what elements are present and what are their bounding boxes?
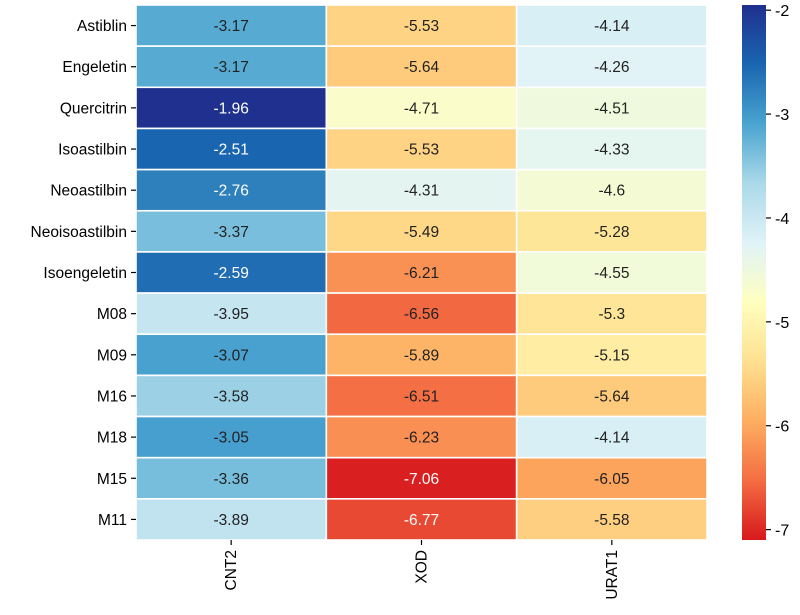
cell-value-label: -5.15 bbox=[594, 347, 629, 364]
cell-value-label: -4.55 bbox=[594, 265, 629, 282]
heatmap-cell bbox=[135, 251, 328, 294]
colorbar-ticks: -2 -3 -4 -5 -6 -7 bbox=[766, 3, 789, 540]
row-label: Neoastilbin bbox=[50, 183, 127, 200]
colorbar: -2 -3 -4 -5 -6 -7 bbox=[742, 3, 789, 540]
cell-value-label: -3.89 bbox=[213, 512, 248, 529]
row-label: M09 bbox=[97, 347, 127, 364]
cell-value-label: -4.14 bbox=[594, 18, 630, 35]
row-labels: Astiblin Engeletin Quercitrin Isoastilbin Ne… bbox=[31, 18, 136, 529]
cell-value-label: -7.06 bbox=[404, 471, 439, 488]
row-label: M18 bbox=[97, 430, 127, 447]
heatmap-cells: -3.17 -5.53 -4.14 -3.17 -5.64 -4.26 -1.96 -4.71… bbox=[135, 4, 708, 541]
row-label: Neoisoastilbin bbox=[31, 224, 128, 241]
cell-value-label: -2.51 bbox=[213, 142, 248, 159]
heatmap-cell bbox=[515, 251, 708, 294]
heatmap-cell bbox=[135, 292, 328, 336]
heatmap-cell bbox=[515, 292, 708, 336]
colorbar-tick-label: -5 bbox=[775, 315, 789, 332]
row-label: M16 bbox=[97, 388, 127, 405]
cell-value-label: -3.07 bbox=[213, 347, 248, 364]
cell-value-label: -5.89 bbox=[404, 347, 439, 364]
row-label: Engeletin bbox=[62, 59, 127, 76]
cell-value-label: -3.95 bbox=[213, 306, 248, 323]
heatmap-cell bbox=[325, 4, 518, 47]
cell-value-label: -3.17 bbox=[213, 59, 248, 76]
heatmap-cell bbox=[325, 209, 518, 253]
heatmap-cell bbox=[135, 4, 328, 47]
column-label: XOD bbox=[414, 550, 431, 584]
heatmap-cell bbox=[515, 498, 708, 541]
column-label: CNT2 bbox=[223, 550, 240, 590]
heatmap-cell bbox=[515, 209, 708, 253]
cell-value-label: -5.49 bbox=[404, 224, 439, 241]
heatmap-cell bbox=[515, 127, 708, 171]
colorbar-tick-label: -7 bbox=[775, 523, 789, 540]
cell-value-label: -2.76 bbox=[213, 183, 248, 200]
cell-value-label: -5.53 bbox=[404, 142, 439, 159]
colorbar-tick-label: -2 bbox=[775, 3, 789, 20]
cell-value-label: -5.58 bbox=[594, 512, 629, 529]
row-label: Quercitrin bbox=[60, 100, 127, 117]
colorbar-tick-label: -3 bbox=[775, 107, 789, 124]
colorbar-gradient bbox=[742, 5, 766, 540]
row-label: M11 bbox=[98, 512, 127, 529]
cell-value-label: -4.6 bbox=[598, 183, 625, 200]
heatmap-cell bbox=[135, 374, 328, 418]
row-label: Isoengeletin bbox=[43, 265, 127, 282]
column-labels: CNT2 XOD URAT1 bbox=[223, 540, 621, 600]
heatmap-cell bbox=[325, 86, 518, 130]
cell-value-label: -3.37 bbox=[213, 224, 248, 241]
colorbar-tick-label: -6 bbox=[775, 419, 789, 436]
row-label: Astiblin bbox=[77, 18, 127, 35]
cell-value-label: -6.05 bbox=[594, 471, 629, 488]
cell-value-label: -4.33 bbox=[594, 142, 629, 159]
row-label: M15 bbox=[97, 471, 127, 488]
heatmap-cell bbox=[515, 45, 708, 89]
cell-value-label: -5.28 bbox=[594, 224, 629, 241]
heatmap-cell bbox=[515, 456, 708, 500]
row-label: Isoastilbin bbox=[58, 142, 127, 159]
cell-value-label: -3.58 bbox=[213, 388, 248, 405]
heatmap-cell bbox=[135, 127, 328, 171]
heatmap-cell bbox=[325, 374, 518, 418]
cell-value-label: -6.51 bbox=[404, 388, 439, 405]
heatmap-cell bbox=[325, 168, 518, 212]
cell-value-label: -5.64 bbox=[594, 388, 630, 405]
cell-value-label: -4.14 bbox=[594, 430, 630, 447]
cell-value-label: -6.23 bbox=[404, 430, 439, 447]
cell-value-label: -4.51 bbox=[594, 100, 629, 117]
cell-value-label: -4.26 bbox=[594, 59, 629, 76]
cell-value-label: -3.05 bbox=[213, 430, 248, 447]
heatmap-cell bbox=[325, 251, 518, 294]
cell-value-label: -6.56 bbox=[404, 306, 439, 323]
cell-value-label: -2.59 bbox=[213, 265, 248, 282]
row-label: M08 bbox=[97, 306, 127, 323]
heatmap-cell bbox=[325, 292, 518, 336]
cell-value-label: -4.31 bbox=[404, 183, 439, 200]
cell-value-label: -3.36 bbox=[213, 471, 248, 488]
heatmap-cell bbox=[515, 374, 708, 418]
heatmap-cell bbox=[135, 498, 328, 541]
cell-value-label: -3.17 bbox=[213, 18, 248, 35]
heatmap-cell bbox=[515, 333, 708, 377]
cell-value-label: -6.21 bbox=[404, 265, 439, 282]
heatmap-cell bbox=[135, 415, 328, 459]
cell-value-label: -5.64 bbox=[404, 59, 440, 76]
cell-value-label: -4.71 bbox=[404, 100, 439, 117]
cell-value-label: -1.96 bbox=[213, 100, 248, 117]
cell-value-label: -5.53 bbox=[404, 18, 439, 35]
colorbar-tick-label: -4 bbox=[775, 211, 789, 228]
column-label: URAT1 bbox=[604, 550, 621, 600]
cell-value-label: -5.3 bbox=[598, 306, 625, 323]
cell-value-label: -6.77 bbox=[404, 512, 439, 529]
heatmap-cell bbox=[515, 415, 708, 459]
